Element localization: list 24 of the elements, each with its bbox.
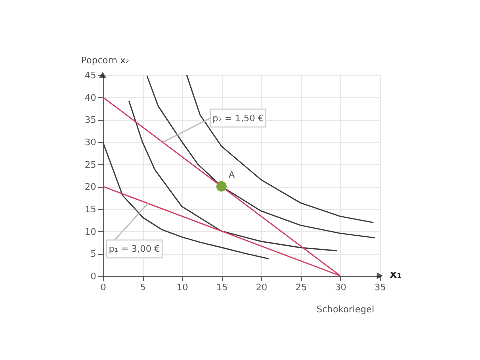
y-tick-label: 5 <box>90 250 96 260</box>
x-tick-label: 30 <box>335 284 347 294</box>
x-tick-label: 5 <box>140 284 146 294</box>
y-tick-label: 35 <box>85 116 96 126</box>
text: x₁ <box>390 268 402 281</box>
x-tick-label: 0 <box>100 284 107 294</box>
x-axis-title: Schokoriegel <box>316 306 374 316</box>
y-tick-label: 30 <box>85 138 97 148</box>
annotation: p₂ = 1,50 € <box>212 114 264 124</box>
x-tick-label: 25 <box>296 284 308 294</box>
y-tick-label: 25 <box>85 160 96 171</box>
y-tick-label: 10 <box>85 228 97 238</box>
annotation: p₁ = 3,00 € <box>109 245 161 256</box>
y-axis-title: Popcorn x₂ <box>82 56 130 66</box>
annotation: A <box>228 171 236 182</box>
y-tick-label: 0 <box>90 272 97 282</box>
x-tick-label: 10 <box>176 284 189 294</box>
y-tick-label: 45 <box>85 72 96 82</box>
x-tick-label: 35 <box>374 284 386 294</box>
y-tick-label: 15 <box>85 206 96 216</box>
y-tick-label: 40 <box>85 94 97 104</box>
x-tick-label: 15 <box>216 284 228 294</box>
x-tick-label: 20 <box>256 284 268 294</box>
y-tick-label: 20 <box>85 183 97 194</box>
